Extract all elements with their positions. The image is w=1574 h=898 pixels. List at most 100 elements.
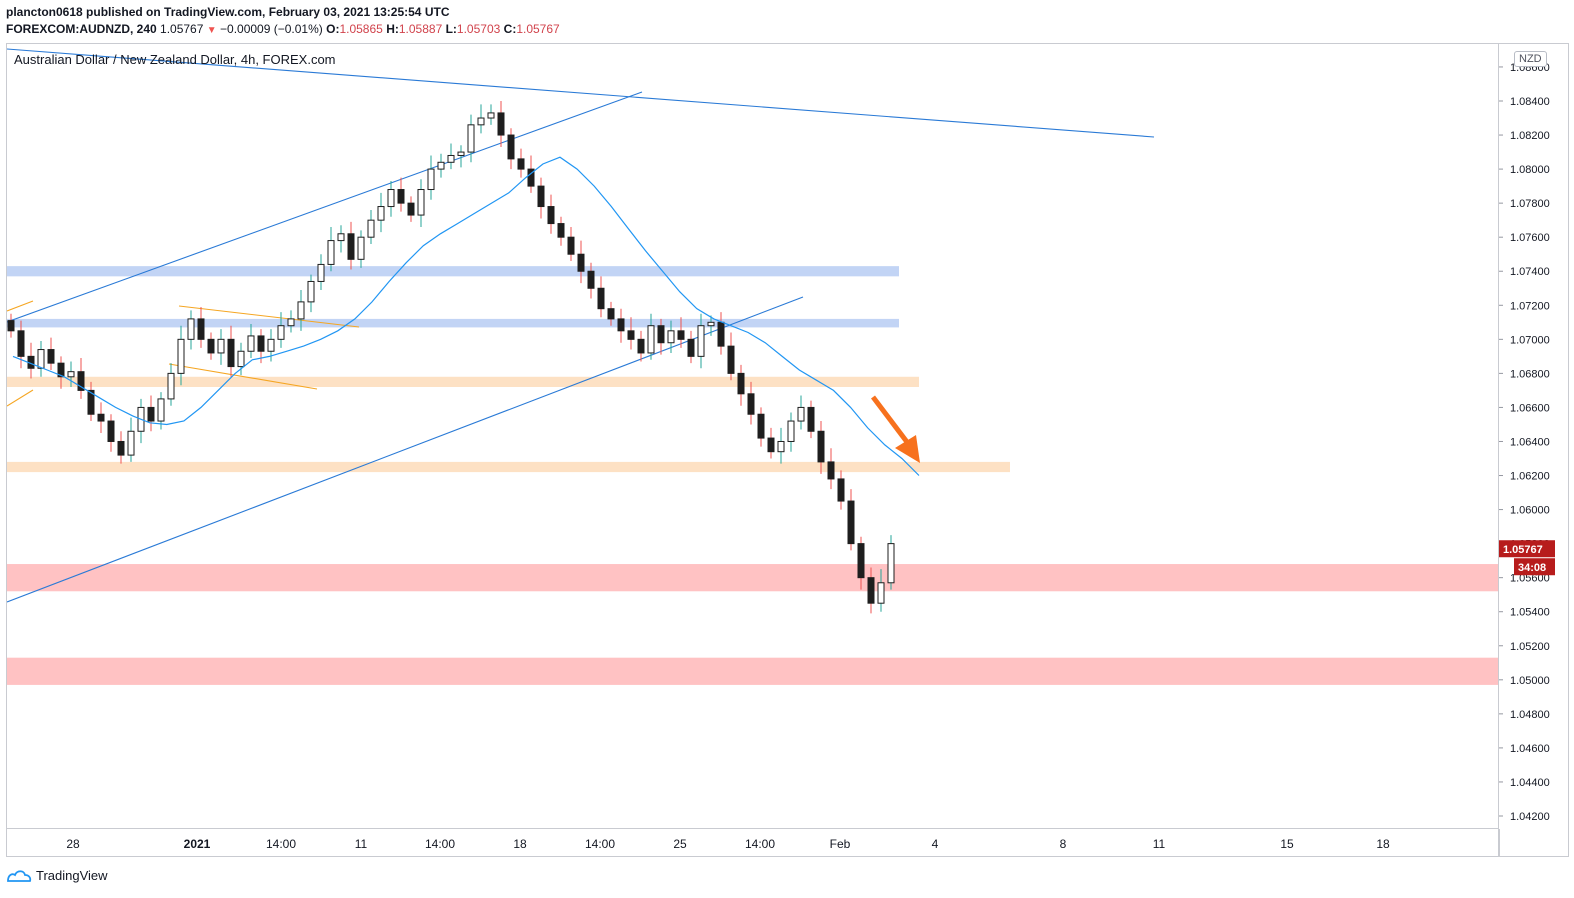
candle-body (147, 406, 155, 422)
candle-body (587, 270, 595, 289)
candle-body (317, 263, 325, 282)
candle-body (757, 413, 765, 439)
candles (7, 101, 895, 614)
chart-pane[interactable] (6, 43, 1499, 829)
candle-body (297, 301, 305, 320)
price-axis[interactable]: 1.04200 1.04400 1.04600 1.04800 1.05000 1.052… (1499, 43, 1569, 829)
price-tick-label: 1.08600 (1510, 62, 1550, 74)
candle-body (227, 338, 235, 368)
zone-orange-2 (7, 376, 919, 387)
price-tick-label: 1.05000 (1510, 675, 1550, 687)
last-price: 1.05767 (160, 22, 204, 36)
candle-body (877, 582, 885, 604)
current-price-tag (1499, 540, 1555, 558)
candle-body (567, 236, 575, 255)
zone-red-5 (7, 657, 1498, 685)
candle-body (647, 325, 655, 354)
candle-body (127, 430, 135, 456)
open-value: 1.05865 (339, 22, 383, 36)
candle-body (807, 406, 815, 432)
candle-body (507, 134, 515, 160)
candle-body (437, 161, 445, 170)
time-tick-label: 14:00 (425, 837, 455, 851)
price-tick-label: 1.06000 (1510, 505, 1550, 517)
axis-corner (1499, 829, 1569, 857)
time-tick-label: 14:00 (745, 837, 775, 851)
close-label: C: (503, 22, 517, 36)
current-price-label: 1.05767 (1503, 544, 1543, 556)
symbol-label: FOREXCOM:AUDNZD, 240 (6, 22, 157, 36)
price-tick-label: 1.07600 (1510, 232, 1550, 244)
candle-body (67, 371, 75, 378)
candle-body (707, 321, 715, 327)
candle-body (467, 124, 475, 153)
time-tick-label: 15 (1280, 837, 1294, 851)
zone-red-4 (7, 564, 1498, 592)
channel-upper-line (7, 91, 643, 323)
time-axis[interactable]: 28 2021 14:00 11 14:00 18 14:00 25 14:00 Feb 4 8 11 1… (6, 829, 1499, 857)
candle-body (747, 393, 755, 415)
price-chart[interactable] (7, 44, 1499, 829)
price-tick-label: 1.06600 (1510, 402, 1550, 414)
footer-brand[interactable]: TradingView (6, 868, 108, 883)
low-value: 1.05703 (456, 22, 501, 36)
candle-body (687, 338, 695, 357)
price-tick-label: 1.04200 (1510, 811, 1550, 823)
price-tick-label: 1.05200 (1510, 641, 1550, 653)
candle-body (267, 338, 275, 352)
high-label: H: (386, 22, 399, 36)
candle-body (657, 325, 665, 344)
candle-body (847, 500, 855, 545)
candle-body (347, 233, 355, 260)
candle-body (597, 287, 605, 310)
price-tick-label: 1.08000 (1510, 164, 1550, 176)
candle-body (497, 112, 505, 136)
candle-body (517, 158, 525, 170)
candle-body (867, 577, 875, 604)
candle-body (827, 461, 835, 480)
zone-orange-3 (7, 461, 1010, 473)
channel-lower-line (7, 296, 804, 603)
candle-body (577, 253, 585, 272)
time-tick-label: 11 (355, 837, 368, 851)
price-tick-label: 1.06400 (1510, 436, 1550, 448)
high-value: 1.05887 (398, 22, 443, 36)
candle-body (7, 320, 15, 332)
candle-body (57, 362, 65, 378)
time-tick-label: 8 (1060, 837, 1067, 851)
candle-body (217, 338, 225, 354)
candle-body (197, 318, 205, 340)
candle-body (187, 318, 195, 340)
footer-brand-text: TradingView (36, 868, 108, 883)
candle-body (557, 223, 565, 238)
flag-upper-line (178, 305, 360, 328)
candle-body (607, 308, 615, 320)
time-tick-label: 28 (66, 837, 80, 851)
candle-body (177, 338, 185, 374)
candle-body (677, 330, 685, 340)
publish-info: plancton0618 published on TradingView.co… (6, 5, 449, 19)
publisher-text: plancton0618 published on TradingView.co… (6, 5, 450, 19)
candle-body (527, 168, 535, 187)
candle-body (717, 321, 725, 347)
currency-badge[interactable]: NZD (1514, 51, 1547, 67)
candle-body (77, 371, 85, 391)
price-tick-label: 1.08200 (1510, 130, 1550, 142)
candle-body (727, 345, 735, 374)
candle-body (307, 280, 315, 303)
candle-body (777, 440, 785, 453)
price-tick-label: 1.06800 (1510, 368, 1550, 380)
price-tick-label: 1.07800 (1510, 198, 1550, 210)
projection-arrow-head (895, 435, 920, 463)
time-tick-label: 25 (673, 837, 687, 851)
price-tick-label: 1.05600 (1510, 573, 1550, 585)
candle-body (487, 112, 495, 119)
candle-body (337, 233, 345, 242)
time-tick-label: 14:00 (585, 837, 615, 851)
price-axis-labels: 1.04200 1.04400 1.04600 1.04800 1.05000 1.052… (1499, 62, 1555, 823)
candle-body (287, 318, 295, 327)
orange-line-a (7, 389, 34, 407)
projection-arrow-shaft (871, 395, 909, 444)
price-tick-label: 1.04400 (1510, 777, 1550, 789)
candle-body (407, 202, 415, 216)
